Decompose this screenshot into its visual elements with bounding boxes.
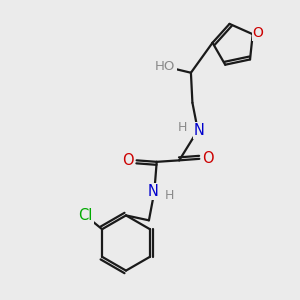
Text: HO: HO: [155, 60, 175, 73]
Text: N: N: [147, 184, 158, 199]
Text: Cl: Cl: [78, 208, 93, 223]
Text: H: H: [165, 189, 175, 202]
Text: N: N: [194, 123, 205, 138]
Text: O: O: [253, 26, 263, 40]
Text: H: H: [178, 122, 187, 134]
Text: O: O: [122, 153, 134, 168]
Text: O: O: [202, 151, 214, 166]
